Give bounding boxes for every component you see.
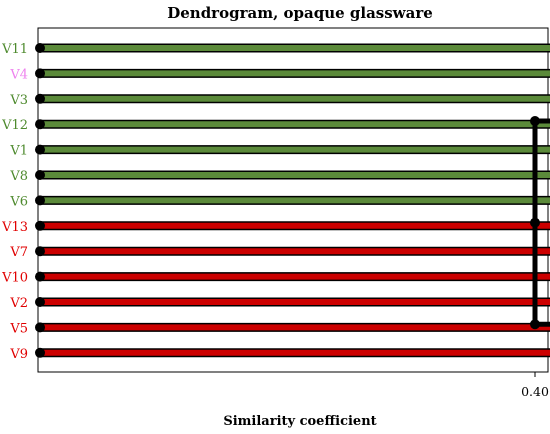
x-axis-label: Similarity coefficient <box>223 414 376 429</box>
branch-node <box>35 119 45 130</box>
leaf-label: V6 <box>9 194 28 209</box>
leaf-label: V1 <box>9 144 28 159</box>
branch-node <box>530 319 540 330</box>
leaf-labels: V11 V4 V3 V12 V1 V8 V6 V13 V7 V10 V2 V5 V9 <box>1 42 28 362</box>
leaf-label: V10 <box>1 271 28 286</box>
branch-node <box>35 170 45 180</box>
branch-link <box>40 121 550 153</box>
branch-link-outline <box>40 94 550 104</box>
branch-node <box>35 93 45 104</box>
branch-node <box>530 116 540 127</box>
branch-link <box>40 172 550 204</box>
leaf-label: V7 <box>9 245 28 260</box>
leaf-label: V9 <box>9 347 28 362</box>
branch-link-outline <box>40 272 550 307</box>
branch-node <box>530 217 540 228</box>
branch-node <box>35 144 45 155</box>
leaf-label: V8 <box>9 169 28 184</box>
leaf-label: V4 <box>9 67 28 82</box>
leaf-label: V5 <box>9 321 28 336</box>
leaf-label: V3 <box>9 93 28 108</box>
leaf-label: V2 <box>9 296 28 311</box>
branch-node <box>35 246 45 257</box>
branch-link-outline <box>40 170 550 205</box>
leaf-label: V11 <box>1 42 28 57</box>
branch-link <box>40 349 550 356</box>
branch-link <box>40 273 550 305</box>
branch-node <box>35 43 45 53</box>
branch-node <box>35 68 45 79</box>
branch-link <box>40 45 550 77</box>
x-axis-ticks: 0.950.900.850.800.750.700.650.600.550.50… <box>521 372 549 399</box>
branch-link-outline <box>40 119 550 155</box>
branch-node <box>35 195 45 206</box>
branch-node <box>35 271 45 282</box>
branch-link-outline <box>40 221 550 256</box>
branch-link <box>40 222 550 255</box>
branch-node <box>35 322 45 333</box>
branch-link <box>40 95 550 102</box>
branch-link <box>40 324 550 331</box>
branch-link-outline <box>40 43 550 78</box>
leaf-label: V13 <box>1 220 28 235</box>
branch-node <box>35 347 45 358</box>
x-tick-label: 0.40 <box>521 384 549 399</box>
leaf-label: V12 <box>1 118 28 133</box>
dendrogram-branches <box>40 43 550 358</box>
dendrogram-nodes <box>35 43 540 358</box>
branch-node <box>35 220 45 231</box>
branch-node <box>35 297 45 307</box>
chart-title: Dendrogram, opaque glassware <box>167 4 433 22</box>
